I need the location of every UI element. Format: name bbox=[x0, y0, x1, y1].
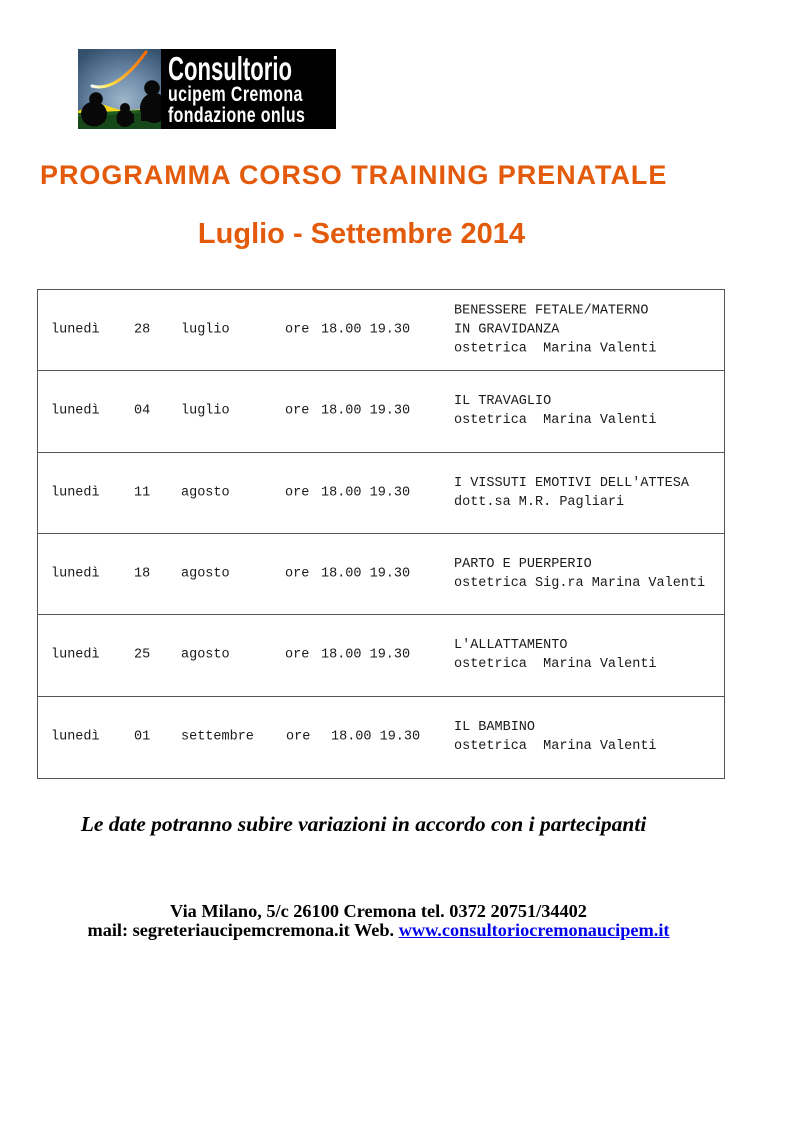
svg-text:fondazione onlus: fondazione onlus bbox=[168, 103, 305, 127]
